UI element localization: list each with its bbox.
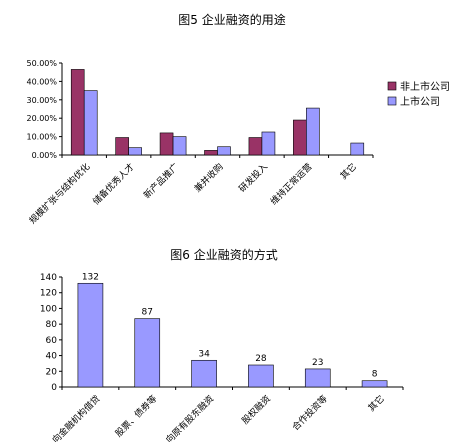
legend-swatch-listed: [387, 96, 397, 106]
y-tick-label: 120: [40, 289, 57, 299]
x-category-label: 储备优秀人才: [90, 161, 137, 208]
legend-swatch-unlisted: [387, 81, 397, 91]
x-category-label: 向金融机构借贷: [49, 393, 102, 442]
bar: [350, 142, 365, 156]
data-label: 23: [312, 358, 323, 368]
x-category-label: 其它: [338, 161, 359, 182]
data-label: 87: [142, 308, 153, 318]
chart-usage-title: 图5 企业融资的用途: [178, 12, 285, 27]
legend-label-listed: 上市公司: [400, 95, 440, 108]
bar: [304, 368, 331, 388]
bar: [115, 137, 129, 156]
x-category-label: 向原有股东融资: [163, 393, 216, 442]
data-label: 8: [372, 370, 378, 380]
y-tick-label: 20: [46, 367, 58, 377]
x-category-label: 兼并收购: [192, 161, 226, 195]
bar: [293, 119, 307, 156]
bar: [248, 137, 263, 156]
x-category-label: 研发投入: [236, 161, 270, 195]
y-tick-label: 100: [40, 304, 57, 314]
y-tick-label: 20.00%: [26, 114, 57, 123]
x-category-label: 规模扩张与结构优化: [27, 161, 93, 227]
y-tick-label: 40: [46, 352, 58, 362]
bar: [172, 136, 187, 156]
bar: [204, 150, 218, 156]
x-category-label: 其它: [365, 393, 386, 414]
data-label: 34: [198, 349, 210, 359]
bar: [70, 69, 85, 156]
legend-label-unlisted: 非上市公司: [400, 80, 450, 93]
x-category-label: 维持正常运营: [268, 161, 315, 208]
y-tick-label: 40.00%: [26, 77, 57, 86]
bar: [261, 131, 276, 156]
bar: [361, 380, 388, 388]
plot-area-0: 0.00% 10.00% 20.00% 30.00% 40.00% 50.00% 规模扩张与…: [26, 59, 374, 227]
y-tick-label: 60: [46, 336, 58, 346]
y-tick-label: 80: [46, 320, 58, 330]
bar: [191, 359, 217, 388]
bar: [217, 146, 231, 156]
plot-area-1: 0 20 40 60 80 100 120 140 132 向金融机构借贷 87 股票、债券等 34 向原…: [40, 272, 404, 442]
bar: [159, 132, 174, 156]
y-tick-label: 50.00%: [26, 59, 57, 68]
data-label: 28: [255, 354, 267, 364]
bar: [134, 318, 161, 388]
y-tick-label: 140: [40, 273, 57, 283]
y-tick-label: 0: [51, 383, 57, 393]
bar: [77, 282, 104, 388]
x-category-label: 新产品推广: [141, 161, 181, 201]
chart-usage: 图5 企业融资的用途 非上市公司 上市公司 0 20 40 60 80 100 120 140…: [26, 12, 450, 442]
x-category-label: 合作投资等: [290, 393, 330, 433]
chart-method-title: 图6 企业融资的方式: [170, 247, 277, 262]
bar: [128, 147, 142, 156]
bar: [83, 90, 98, 156]
bar: [306, 107, 320, 156]
y-tick-label: 10.00%: [26, 133, 57, 142]
data-label: 132: [82, 272, 99, 282]
bar: [248, 364, 274, 388]
y-tick-label: 30.00%: [26, 96, 57, 105]
y-tick-label: 0.00%: [32, 151, 58, 160]
x-category-label: 股票、债券等: [113, 393, 160, 440]
chart-method: 图6 企业融资的方式: [170, 247, 277, 262]
x-category-label: 股权融资: [239, 393, 273, 427]
